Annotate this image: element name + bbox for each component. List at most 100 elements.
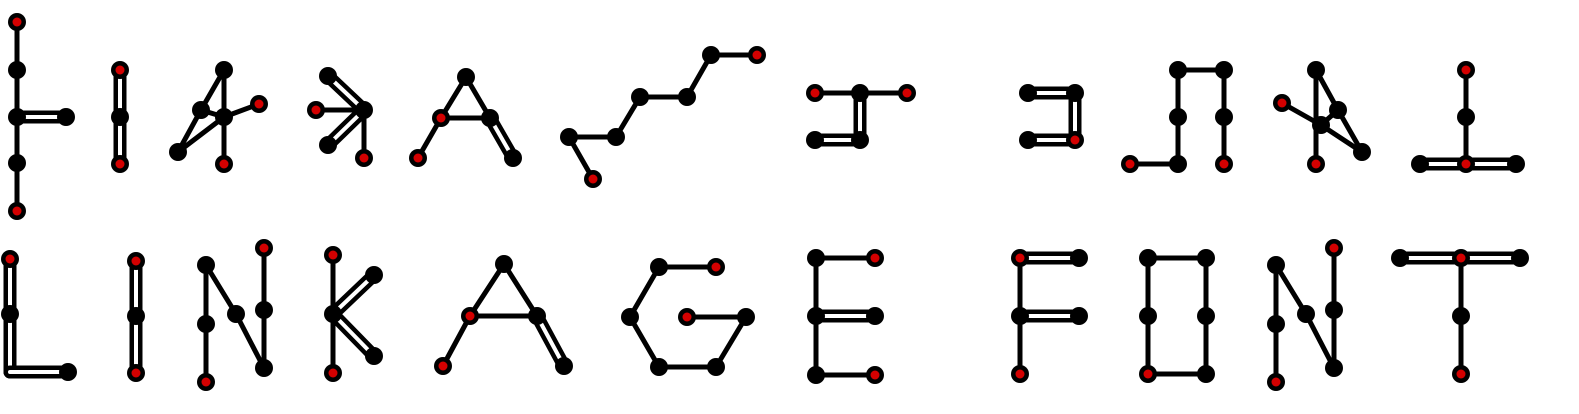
link-bar xyxy=(1273,262,1309,317)
joint xyxy=(1169,155,1187,173)
joint xyxy=(1169,61,1187,79)
joint xyxy=(1066,84,1084,102)
joint xyxy=(1267,256,1285,274)
link-bar xyxy=(440,313,473,369)
joint xyxy=(1169,108,1187,126)
joint xyxy=(1,305,19,323)
joint xyxy=(707,358,725,376)
anchor-dot xyxy=(254,99,264,109)
link-bar xyxy=(467,261,507,319)
joint xyxy=(1511,249,1529,267)
joint xyxy=(215,108,233,126)
joint xyxy=(528,307,546,325)
glyph-n-unfolded xyxy=(197,239,273,391)
anchor-dot xyxy=(1456,253,1466,263)
link-bar xyxy=(627,264,662,320)
anchor-dot xyxy=(12,206,22,216)
anchor-dot xyxy=(1461,65,1471,75)
glyph-e-unfolded xyxy=(807,249,884,384)
joint xyxy=(866,307,884,325)
anchor-dot xyxy=(5,254,15,264)
glyph-f-unfolded xyxy=(1011,249,1088,383)
joint xyxy=(851,84,869,102)
anchor-dot xyxy=(1311,159,1321,169)
anchor-dot xyxy=(328,250,338,260)
double-link-gap xyxy=(331,312,376,358)
joint xyxy=(1267,315,1285,333)
joint xyxy=(1452,307,1470,325)
glyph-l-unfolded xyxy=(1,250,77,381)
joint xyxy=(1197,249,1215,267)
joint xyxy=(197,315,215,333)
joint xyxy=(560,128,578,146)
anchor-dot xyxy=(131,256,141,266)
joint xyxy=(1325,359,1343,377)
joint xyxy=(631,88,649,106)
anchor-dot xyxy=(115,159,125,169)
glyph-o-folded xyxy=(1121,61,1233,173)
anchor-dot xyxy=(131,368,141,378)
link-bar xyxy=(175,114,227,155)
joint xyxy=(1457,108,1475,126)
anchor-dot xyxy=(115,65,125,75)
link-bar xyxy=(501,261,540,319)
joint xyxy=(215,61,233,79)
joint xyxy=(1391,249,1409,267)
joint xyxy=(1139,249,1157,267)
joint xyxy=(555,357,573,375)
glyph-g-unfolded xyxy=(621,258,755,376)
joint xyxy=(1197,307,1215,325)
joint xyxy=(127,307,145,325)
folded-glyph-row xyxy=(8,13,1525,220)
anchor-dot xyxy=(902,88,912,98)
anchor-dot xyxy=(1143,369,1153,379)
glyph-n-folded xyxy=(1273,61,1371,173)
joint xyxy=(255,301,273,319)
joint xyxy=(1507,155,1525,173)
anchor-dot xyxy=(1271,377,1281,387)
joint xyxy=(8,108,26,126)
joint xyxy=(1011,307,1029,325)
anchor-dot xyxy=(682,312,692,322)
glyph-f-folded xyxy=(1019,84,1084,149)
joint xyxy=(1215,108,1233,126)
joint xyxy=(702,46,720,64)
joint xyxy=(192,101,210,119)
joint xyxy=(57,108,75,126)
joint xyxy=(621,308,639,326)
link-bar xyxy=(713,314,749,370)
joint xyxy=(355,101,373,119)
double-link-gap xyxy=(535,314,566,368)
joint xyxy=(504,149,522,167)
joint xyxy=(481,109,499,127)
anchor-dot xyxy=(588,174,598,184)
glyph-o-unfolded xyxy=(1139,249,1215,383)
joint xyxy=(1325,301,1343,319)
link-bar xyxy=(627,314,662,370)
anchor-dot xyxy=(1070,135,1080,145)
link-bar xyxy=(233,311,267,371)
anchor-dot xyxy=(1015,369,1025,379)
anchor-dot xyxy=(1015,253,1025,263)
joint xyxy=(169,143,187,161)
joint xyxy=(650,358,668,376)
joint xyxy=(197,256,215,274)
anchor-dot xyxy=(413,153,423,163)
joint xyxy=(1215,61,1233,79)
anchor-dot xyxy=(436,113,446,123)
link-bar xyxy=(1303,311,1337,371)
anchor-dot xyxy=(438,361,448,371)
anchor-dot xyxy=(1219,159,1229,169)
anchor-dot xyxy=(711,262,721,272)
joint xyxy=(807,249,825,267)
joint xyxy=(1070,307,1088,325)
joint xyxy=(111,108,129,126)
joint xyxy=(1353,143,1371,161)
link-bar xyxy=(203,262,239,317)
anchor-dot xyxy=(870,370,880,380)
anchor-dot xyxy=(12,17,22,27)
joint xyxy=(807,307,825,325)
glyph-g-folded xyxy=(560,46,766,188)
joint xyxy=(1070,249,1088,267)
